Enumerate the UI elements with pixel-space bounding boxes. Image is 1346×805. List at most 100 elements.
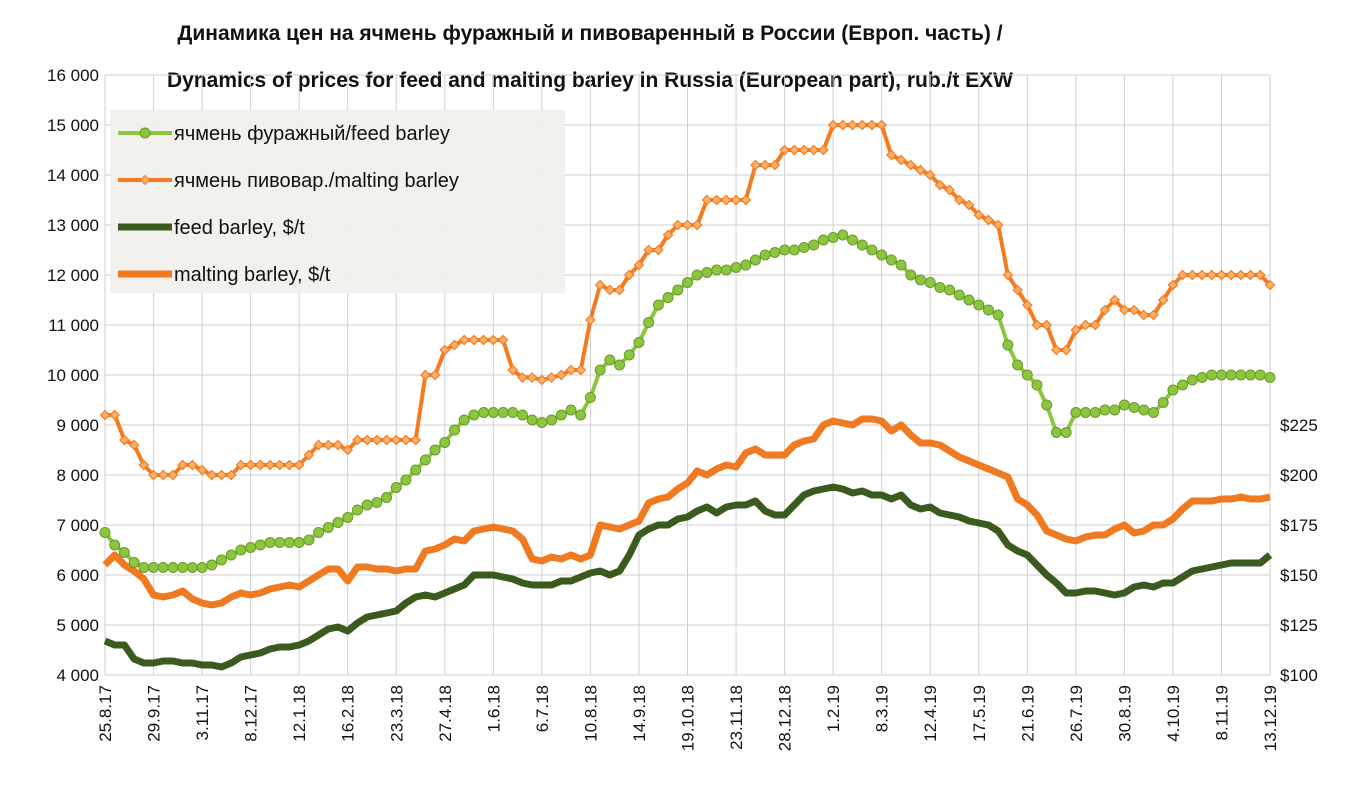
marker <box>1215 369 1227 381</box>
x-tick-label: 1.2.19 <box>824 685 843 732</box>
marker <box>536 374 548 386</box>
marker <box>555 409 567 421</box>
marker <box>818 144 829 156</box>
y-tick-label: 10 000 <box>47 366 99 385</box>
series-line <box>102 415 1271 609</box>
marker <box>400 474 412 486</box>
marker <box>1119 304 1130 316</box>
marker <box>516 409 528 421</box>
marker <box>652 299 664 311</box>
marker <box>1138 309 1150 321</box>
marker <box>487 334 499 346</box>
marker <box>109 539 121 551</box>
marker <box>1177 379 1189 391</box>
marker <box>924 277 936 288</box>
marker <box>1021 369 1033 381</box>
marker <box>662 292 674 303</box>
marker <box>1264 279 1276 291</box>
marker <box>429 444 441 456</box>
legend-label: malting barley, $/t <box>174 264 331 286</box>
marker <box>953 289 965 301</box>
marker <box>419 454 431 466</box>
marker <box>468 334 480 346</box>
marker <box>206 559 218 571</box>
x-tick-label: 19.10.18 <box>679 685 698 751</box>
marker <box>992 309 1004 321</box>
marker <box>254 539 266 551</box>
x-tick-label: 1.6.18 <box>484 685 503 732</box>
y-tick-label: 16 000 <box>47 66 99 85</box>
marker <box>759 159 771 171</box>
marker <box>992 219 1004 231</box>
marker <box>575 409 587 421</box>
legend-label: ячмень пивовар./malting barley <box>174 170 459 192</box>
marker <box>186 562 198 573</box>
marker <box>1157 397 1169 408</box>
marker <box>371 434 383 446</box>
marker <box>507 364 519 376</box>
marker <box>293 537 305 548</box>
marker <box>662 229 674 241</box>
marker <box>1196 269 1208 281</box>
marker <box>1031 319 1043 331</box>
y2-tick-label: $200 <box>1280 466 1318 485</box>
marker <box>769 159 781 171</box>
marker <box>905 269 917 281</box>
marker <box>351 504 363 516</box>
marker <box>720 264 732 276</box>
marker <box>342 512 354 523</box>
x-tick-label: 21.6.19 <box>1018 685 1037 742</box>
marker <box>798 242 810 253</box>
marker <box>614 359 626 371</box>
x-tick-label: 16.2.18 <box>339 685 358 742</box>
marker <box>1060 344 1072 356</box>
marker <box>322 522 334 533</box>
marker <box>1002 269 1014 281</box>
marker <box>788 144 800 156</box>
x-tick-label: 26.7.19 <box>1067 685 1086 742</box>
marker <box>856 239 868 251</box>
marker <box>847 119 858 131</box>
marker <box>439 437 451 448</box>
legend-box <box>110 110 565 293</box>
marker <box>177 562 189 573</box>
marker <box>1225 369 1237 381</box>
x-tick-label: 27.4.18 <box>436 685 455 742</box>
y-tick-label: 9 000 <box>56 416 99 435</box>
marker <box>128 439 140 451</box>
marker <box>235 544 247 556</box>
marker <box>1148 309 1159 321</box>
marker <box>682 219 693 231</box>
marker <box>187 459 198 471</box>
marker <box>740 194 752 206</box>
marker <box>1041 399 1053 411</box>
x-tick-label: 13.12.19 <box>1261 685 1280 751</box>
marker <box>361 499 373 511</box>
y2-tick-label: $150 <box>1280 566 1318 585</box>
y2-tick-label: $125 <box>1280 616 1318 635</box>
marker <box>458 334 470 346</box>
marker <box>886 149 897 161</box>
marker <box>1012 359 1024 371</box>
marker <box>691 219 703 231</box>
marker <box>254 459 266 471</box>
y-tick-label: 15 000 <box>47 116 99 135</box>
marker <box>449 424 460 436</box>
marker <box>1264 372 1276 383</box>
marker <box>1118 399 1130 411</box>
marker <box>225 549 237 561</box>
marker <box>507 407 519 418</box>
marker <box>1254 269 1266 281</box>
x-tick-label: 14.9.18 <box>630 685 649 742</box>
marker <box>293 459 305 471</box>
marker <box>313 439 324 451</box>
marker <box>1060 427 1072 438</box>
marker <box>633 259 645 271</box>
marker <box>759 249 771 261</box>
marker <box>963 294 975 306</box>
marker <box>390 434 402 446</box>
marker <box>478 334 489 346</box>
marker <box>779 144 790 156</box>
marker <box>720 194 732 206</box>
